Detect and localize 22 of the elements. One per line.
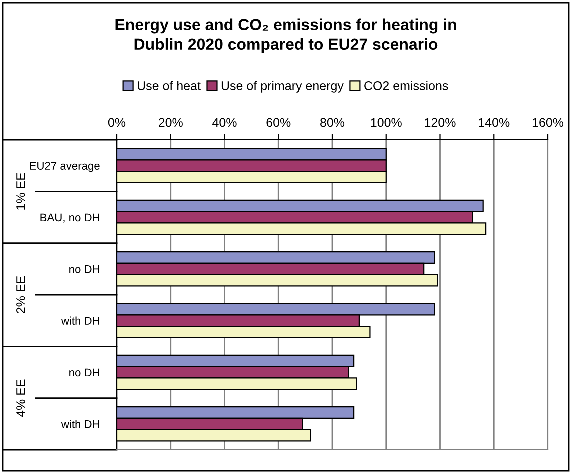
x-tick-label: 120% — [425, 118, 456, 128]
x-tick-label: 60% — [266, 118, 291, 128]
x-tick-label: 0% — [108, 118, 126, 128]
y-tick-label: no DH — [70, 266, 100, 274]
x-tick-label: 40% — [212, 118, 237, 128]
x-tick-label: 100% — [371, 118, 402, 128]
y-tick-label: no DH — [70, 368, 100, 377]
y-tick-label: EU27 average — [30, 162, 100, 172]
legend-label: Use of primary energy — [222, 81, 344, 93]
text: 4% EE — [16, 380, 26, 418]
x-tick-label: 80% — [320, 118, 345, 128]
legend-label: CO2 emissions — [364, 81, 448, 90]
x-tick-label: 160% — [532, 118, 564, 128]
text: 1% EE — [16, 173, 26, 210]
text: 2% EE — [16, 276, 26, 314]
x-tick-label: 140% — [479, 118, 510, 128]
legend-label: Use of heat — [138, 81, 201, 90]
y-tick-label: with DH — [61, 316, 100, 325]
chart-title: Energy use and CO₂ emissions for heating in Dublin 2020 compared to EU27 scenario — [116, 18, 456, 54]
y-tick-label: BAU, no DH — [40, 214, 100, 223]
x-tick-label: 20% — [158, 118, 183, 128]
y-tick-label: with DH — [61, 420, 100, 428]
